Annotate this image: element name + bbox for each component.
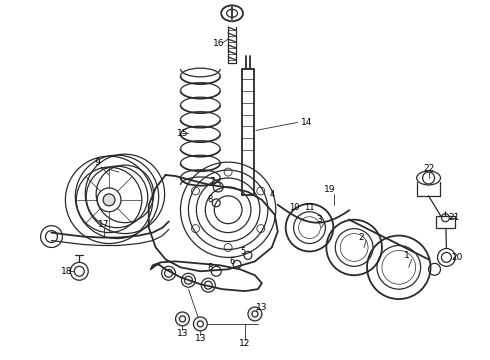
Text: 7: 7 xyxy=(210,177,215,186)
Text: 10: 10 xyxy=(290,203,300,212)
Ellipse shape xyxy=(227,9,238,17)
Polygon shape xyxy=(151,261,262,291)
Text: 14: 14 xyxy=(301,118,312,127)
Ellipse shape xyxy=(416,171,441,185)
Text: 15: 15 xyxy=(177,129,188,138)
Text: 12: 12 xyxy=(239,339,251,348)
Text: 13: 13 xyxy=(177,329,188,338)
Circle shape xyxy=(175,312,190,326)
Circle shape xyxy=(252,311,258,317)
Text: 18: 18 xyxy=(61,267,72,276)
Text: 16: 16 xyxy=(213,39,224,48)
Circle shape xyxy=(248,307,262,321)
Ellipse shape xyxy=(221,5,243,21)
Circle shape xyxy=(194,317,207,331)
Text: 20: 20 xyxy=(452,253,463,262)
Text: 21: 21 xyxy=(449,213,460,222)
Text: 11: 11 xyxy=(304,203,315,212)
Circle shape xyxy=(103,194,115,206)
Circle shape xyxy=(179,316,185,322)
Text: 4: 4 xyxy=(269,190,274,199)
Text: 5: 5 xyxy=(241,247,245,256)
Text: 17: 17 xyxy=(98,220,110,229)
Polygon shape xyxy=(149,175,278,271)
Circle shape xyxy=(197,321,203,327)
Bar xyxy=(242,69,254,195)
Text: 1: 1 xyxy=(404,251,410,260)
Text: 13: 13 xyxy=(195,334,206,343)
Text: 9: 9 xyxy=(94,158,100,167)
Text: 3: 3 xyxy=(317,215,322,224)
Text: 13: 13 xyxy=(256,302,268,311)
Text: 8: 8 xyxy=(208,263,213,272)
Text: 8: 8 xyxy=(208,195,213,204)
Text: 19: 19 xyxy=(323,185,335,194)
Text: 6: 6 xyxy=(229,257,235,266)
Text: 2: 2 xyxy=(358,233,364,242)
Text: 22: 22 xyxy=(423,163,434,172)
FancyBboxPatch shape xyxy=(436,216,455,228)
